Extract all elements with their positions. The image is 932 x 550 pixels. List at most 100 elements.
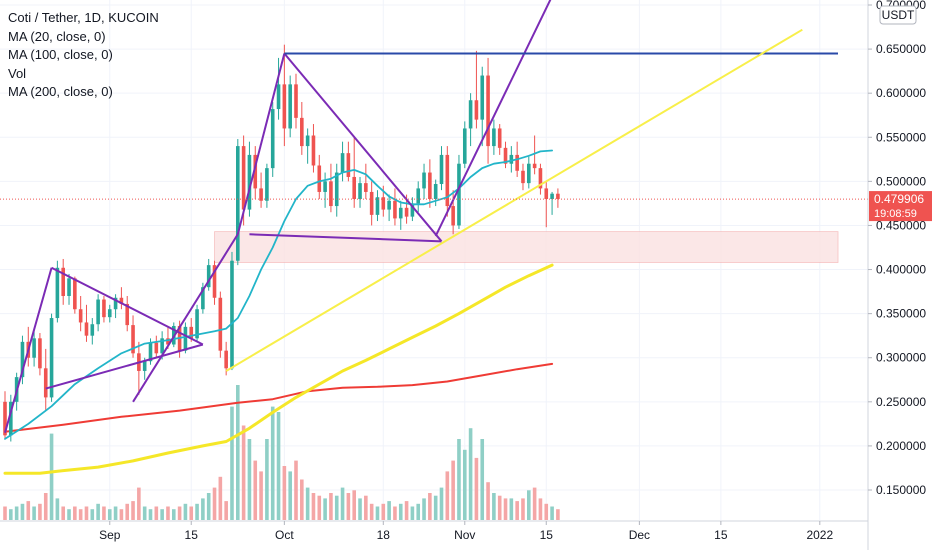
volume-bar [521,498,525,520]
volume-bar [73,506,77,520]
volume-bar [311,493,316,520]
candle-body [84,322,89,336]
x-tick-label: Dec [629,528,650,542]
candle-body [49,318,54,398]
volume-bar [265,439,269,520]
legend-ma200[interactable]: MA (200, close, 0) [8,84,113,99]
volume-bar [166,506,170,520]
price-axis-bg [868,0,932,550]
candle-body [474,100,479,120]
volume-bar [532,487,537,520]
volume-bar [270,406,275,520]
chart-legend: Coti / Tether, 1D, KUCOIN MA (20, close,… [8,9,159,102]
legend-ma20[interactable]: MA (20, close, 0) [8,28,106,44]
candle-body [206,265,211,288]
candle-body [224,350,228,369]
legend-ma100[interactable]: MA (100, close, 0) [8,47,113,62]
volume-bar [492,493,496,520]
volume-bar [503,498,508,520]
candle-body [96,299,100,325]
volume-bar [393,506,397,520]
volume-bar [148,509,153,520]
candle-body [160,338,164,354]
candle-body [422,172,426,189]
volume-bar [334,495,339,520]
volume-bar [236,385,240,520]
candle-body [521,170,525,184]
volume-bar [206,493,211,520]
candle-body [154,342,159,354]
candle-body [329,181,333,207]
volume-bar [480,439,485,520]
volume-bar [32,506,36,520]
candle-body [439,154,444,185]
volume-bar [49,433,54,520]
volume-bar [340,487,345,520]
candle-body [288,84,292,129]
candle-body [294,84,298,118]
currency-badge-label: USDT [882,8,915,22]
volume-bar [317,495,322,520]
volume-bar [369,503,374,520]
volume-bar [497,495,502,520]
candle-body [393,200,397,219]
volume-bar [78,509,83,520]
volume-bar [9,509,13,520]
candle-body [142,361,147,371]
legend-vol[interactable]: Vol [8,65,27,81]
candle-body [55,267,60,319]
volume-bar [96,503,100,520]
candle-body [544,188,549,199]
candle-body [113,297,118,310]
volume-bar [90,509,95,520]
volume-bar [125,503,130,520]
candle-body [32,338,36,358]
volume-bar [509,498,514,520]
candle-body [265,168,269,201]
volume-bar [358,498,362,520]
candle-body [369,191,374,215]
volume-bar [160,509,164,520]
candle-body [3,401,7,436]
candle-body [61,267,65,296]
volume-bar [247,439,252,520]
candle-body [131,325,135,354]
y-tick-label: 0.450000 [876,218,926,232]
x-tick-label: 15 [540,528,554,542]
candle-body [346,153,351,177]
trendline-purple [132,233,239,403]
volume-bar [468,428,473,520]
y-tick-label: 0.350000 [876,307,926,321]
candle-body [375,197,380,215]
candle-body [195,309,199,339]
candle-body [300,117,304,147]
candle-body [230,260,234,369]
volume-bar [14,506,19,520]
candle-body [410,203,415,217]
x-tick-label: Sep [99,528,121,542]
volume-bar [433,495,438,520]
volume-bar [300,479,304,520]
candle-body [503,147,508,164]
ma200-line [4,362,554,433]
candle-body [428,172,432,199]
volume-bar [544,503,549,520]
candle-body [462,128,467,164]
volume-bar [171,509,176,520]
volume-bar [323,498,327,520]
candle-body [486,75,490,147]
volume-bar [329,493,333,520]
volume-bar [241,425,246,520]
candle-body [334,172,339,207]
volume-bar [67,509,71,520]
y-tick-label: 0.200000 [876,439,926,453]
candle-body [364,183,368,192]
volume-bar [364,495,368,520]
trendline-yellow [225,28,803,372]
candle-body [398,207,403,219]
candle-body [480,75,485,120]
volume-bar [486,482,490,520]
y-tick-label: 0.550000 [876,130,926,144]
